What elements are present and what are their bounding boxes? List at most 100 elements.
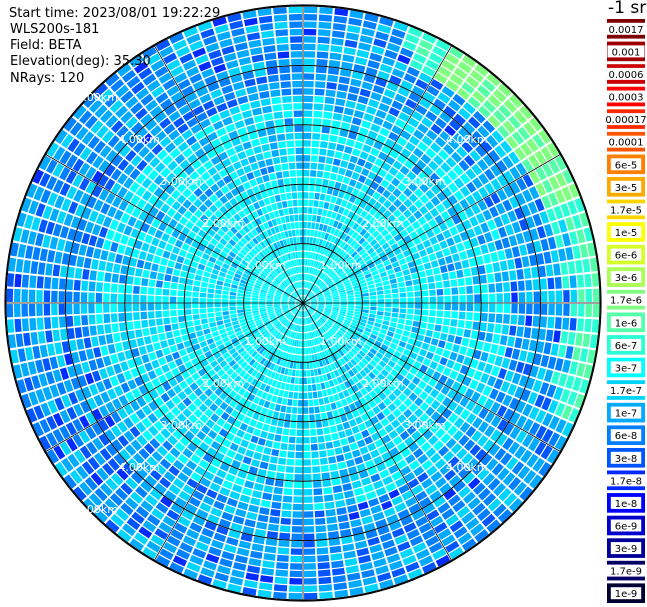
radar-gate: [313, 118, 322, 126]
radar-gate: [551, 221, 561, 235]
radar-gate: [408, 92, 421, 103]
radar-gate: [324, 249, 330, 257]
radar-gate: [303, 298, 309, 303]
radar-gate: [306, 274, 309, 281]
radar-gate: [449, 73, 464, 86]
radar-gate: [383, 88, 396, 99]
radar-gate: [374, 259, 382, 266]
radar-gate: [304, 14, 318, 21]
radar-gate: [457, 61, 472, 74]
radar-gate: [313, 277, 318, 284]
radar-gate: [308, 292, 314, 298]
radar-gate: [320, 273, 326, 280]
radar-gate: [518, 303, 526, 314]
radar-gate: [429, 236, 438, 245]
radar-gate: [504, 224, 515, 236]
radar-gate: [554, 276, 562, 289]
radar-gate: [331, 291, 339, 296]
radar-gate: [514, 147, 527, 161]
radar-gate: [349, 261, 357, 268]
radar-gate: [443, 280, 451, 288]
radar-gate: [509, 166, 521, 180]
radar-gate: [354, 290, 362, 295]
colorbar-label: 1e-9: [615, 589, 638, 600]
radar-gate: [309, 267, 313, 274]
radar-gate: [407, 308, 414, 315]
radar-gate: [323, 257, 329, 264]
radar-gate: [374, 175, 384, 184]
radar-gate: [404, 274, 412, 281]
radar-gate: [429, 207, 440, 218]
radar-gate: [368, 99, 380, 109]
radar-gate: [320, 216, 326, 224]
radar-gate: [303, 296, 305, 303]
radar-gate: [347, 295, 355, 299]
radar-gate: [403, 234, 412, 243]
radar-gate: [436, 191, 447, 202]
radar-gate: [376, 134, 387, 144]
radar-gate: [375, 109, 387, 120]
radar-gate: [511, 221, 522, 234]
radar-gate: [463, 154, 476, 167]
radar-gate: [554, 234, 564, 248]
radar-gate: [459, 251, 468, 260]
radar-gate: [381, 242, 390, 250]
radar-gate: [344, 39, 358, 49]
radar-gate: [318, 281, 324, 287]
radar-gate: [510, 281, 518, 292]
radar-gate: [328, 60, 341, 68]
radar-gate: [304, 281, 307, 288]
radar-gate: [356, 49, 370, 59]
radar-gate: [315, 290, 322, 295]
radar-gate: [375, 246, 384, 254]
radar-gate: [322, 224, 328, 232]
radar-gate: [337, 190, 345, 199]
radar-gate: [314, 261, 319, 268]
radar-gate: [490, 178, 502, 191]
radar-gate: [409, 246, 418, 255]
radar-gate: [310, 170, 317, 177]
radar-gate: [453, 202, 463, 214]
radar-gate: [324, 241, 330, 249]
radar-gate: [579, 212, 590, 227]
radar-gate: [579, 243, 589, 258]
radar-gate: [338, 249, 345, 257]
radar-gate: [389, 256, 398, 264]
radar-gate: [345, 100, 356, 109]
radar-gate: [407, 215, 417, 224]
radar-gate: [562, 276, 570, 289]
radar-gate: [380, 229, 389, 237]
radar-gate: [334, 181, 342, 190]
radar-gate: [357, 259, 365, 267]
radar-gate: [303, 184, 309, 192]
radar-gate: [548, 159, 560, 174]
radar-gate: [321, 285, 328, 291]
radar-gate: [428, 52, 443, 65]
radar-gate: [318, 271, 323, 278]
radar-gate: [345, 201, 353, 210]
radar-gate: [343, 47, 356, 56]
radar-gate: [349, 276, 357, 282]
radar-gate: [371, 164, 381, 174]
radar-gate: [329, 172, 337, 181]
radar-gate: [412, 278, 420, 286]
radar-gate: [340, 224, 347, 232]
radar-gate: [462, 219, 472, 230]
radar-gate: [592, 304, 600, 318]
radar-gate: [310, 300, 318, 302]
radar-gate: [413, 129, 425, 140]
radar-gate: [364, 213, 373, 222]
radar-gate: [355, 300, 362, 303]
radar-gate: [307, 274, 311, 281]
radar-gate: [429, 310, 436, 317]
radar-gate: [482, 154, 495, 167]
radar-gate: [337, 285, 344, 290]
radar-gate: [569, 275, 577, 288]
radar-gate: [416, 159, 427, 170]
radar-gate: [352, 222, 360, 231]
radar-data: [6, 6, 600, 600]
radar-gate: [373, 141, 384, 151]
radar-gate: [386, 42, 401, 53]
radar-gate: [513, 110, 527, 125]
radar-gate: [364, 204, 373, 213]
